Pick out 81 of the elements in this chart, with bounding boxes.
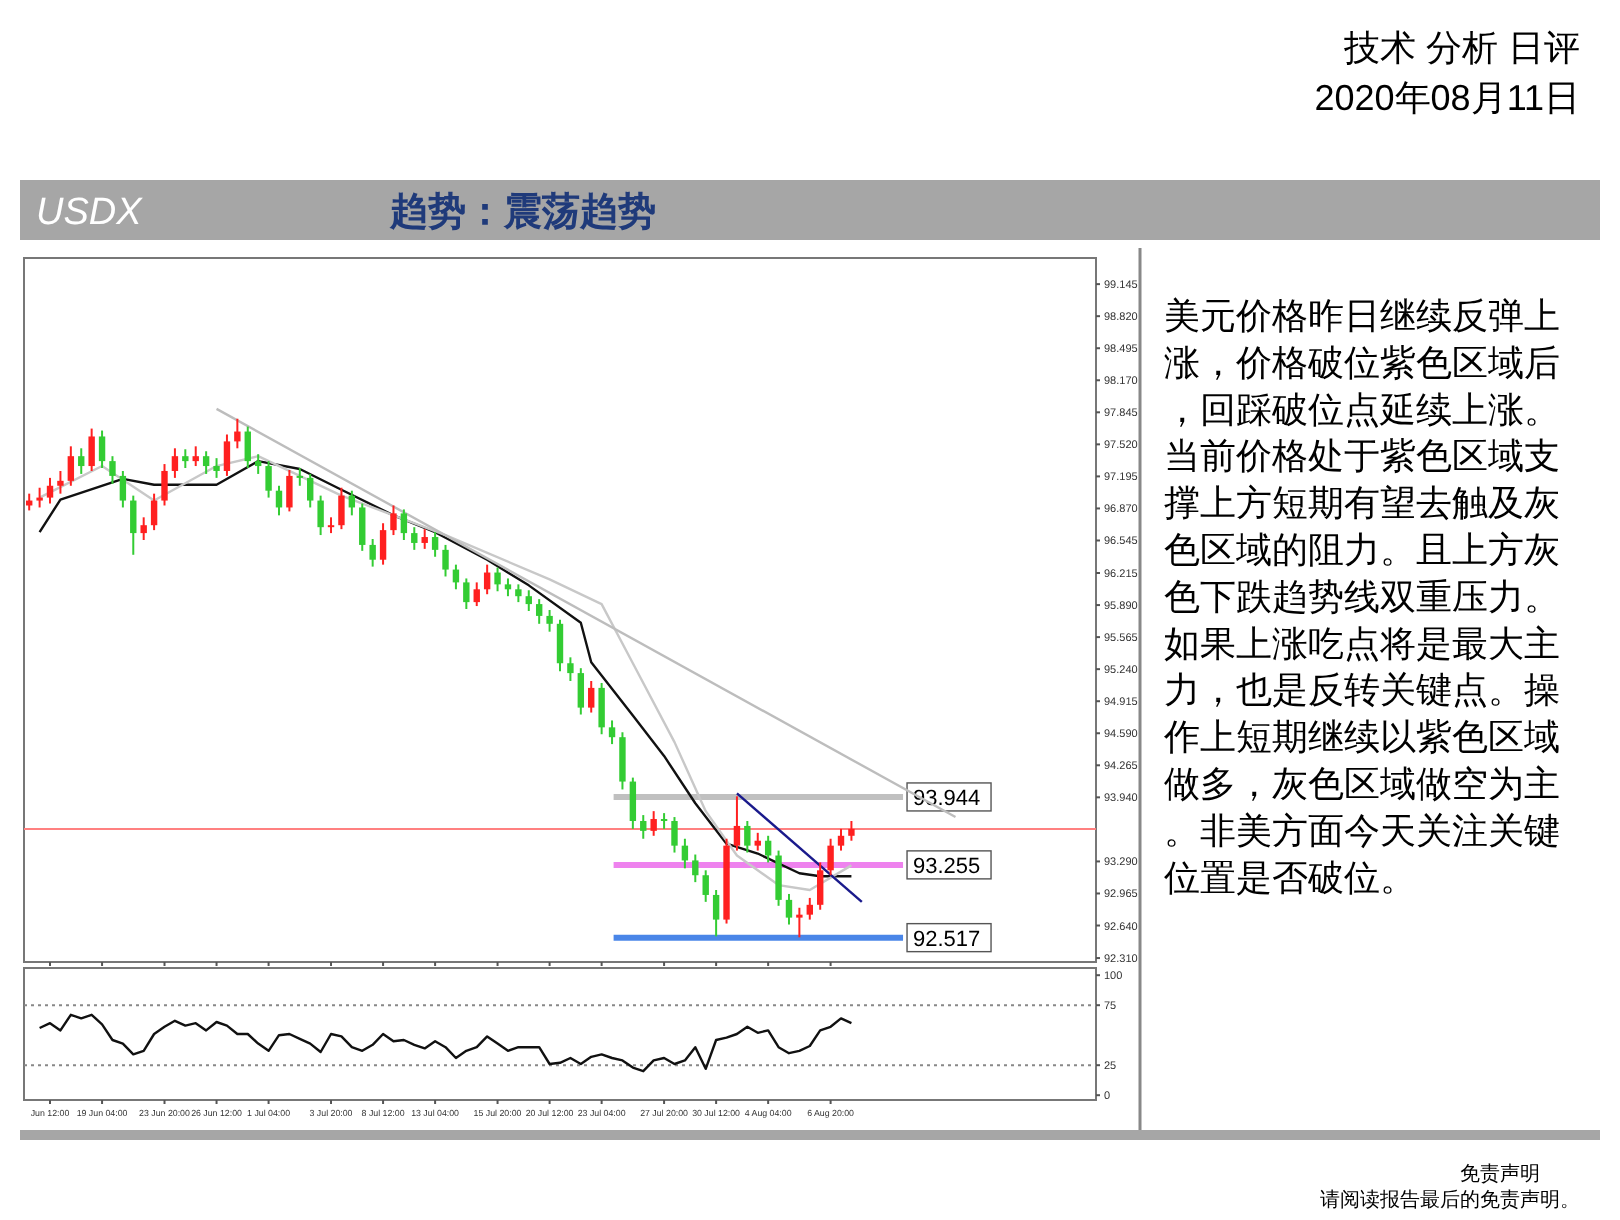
candlestick bbox=[369, 538, 376, 568]
candlestick bbox=[150, 492, 158, 532]
candlestick bbox=[411, 526, 418, 551]
candlestick bbox=[202, 450, 210, 475]
candlestick bbox=[733, 795, 741, 852]
candlestick bbox=[702, 869, 709, 903]
candlestick bbox=[577, 667, 585, 716]
chart-subtitle: 趋势：震荡趋势 bbox=[388, 190, 656, 234]
candlestick bbox=[234, 417, 241, 450]
candlestick bbox=[608, 719, 616, 746]
candlestick bbox=[275, 484, 283, 517]
ref-line-label: 92.517 bbox=[913, 927, 981, 952]
candlestick bbox=[442, 543, 449, 578]
text: 技术 分析 日评 bbox=[1341, 28, 1580, 68]
candlestick bbox=[473, 581, 480, 608]
candlestick bbox=[567, 656, 574, 682]
candlestick bbox=[182, 448, 189, 470]
text: 免责声明 bbox=[1460, 1162, 1540, 1186]
candlestick bbox=[431, 531, 439, 558]
candlestick bbox=[692, 853, 699, 884]
candlestick bbox=[400, 508, 408, 541]
candlestick bbox=[619, 731, 626, 791]
candlestick bbox=[775, 849, 782, 907]
candlestick bbox=[338, 486, 345, 531]
text: 美元价格昨日继续反弹上涨，价格破位紫色区域后，回踩破位点延续上涨。当前价格处于紫色区域支撑上方短期有望去触及灰色区域的阻力。且上方灰色下跌趋势线双重压力。如果上涨吃点将是最大主力，也是反转关键点。操作上短期继续以紫色区域做多，灰色区域做空为主。非美方面今天关注关键位置是否破位。 bbox=[1164, 296, 1560, 898]
candlestick bbox=[46, 476, 54, 505]
candlestick bbox=[78, 447, 85, 475]
candlestick bbox=[379, 522, 387, 566]
candlestick bbox=[650, 810, 657, 837]
candlestick bbox=[390, 504, 397, 537]
candlestick bbox=[494, 566, 501, 593]
candlestick bbox=[119, 469, 127, 509]
candlestick bbox=[640, 814, 647, 840]
candlestick bbox=[744, 820, 751, 854]
candlestick bbox=[421, 528, 428, 550]
candlestick bbox=[556, 618, 564, 673]
candlestick bbox=[796, 906, 803, 939]
candlestick bbox=[806, 896, 813, 921]
candlestick bbox=[317, 494, 324, 537]
candlestick bbox=[483, 563, 491, 596]
candlestick bbox=[671, 816, 678, 854]
candlestick bbox=[98, 429, 106, 470]
candlestick bbox=[598, 681, 605, 736]
candlestick bbox=[588, 679, 595, 714]
candlestick bbox=[296, 467, 304, 487]
text: 2020年08月11日 bbox=[1314, 78, 1580, 118]
ref-line-label: 93.255 bbox=[913, 854, 981, 879]
candlestick bbox=[130, 494, 137, 556]
candlestick bbox=[535, 598, 543, 625]
candlestick bbox=[171, 447, 179, 479]
candlestick bbox=[213, 457, 220, 479]
candlestick bbox=[764, 834, 772, 864]
candlestick bbox=[140, 516, 147, 541]
candlestick bbox=[463, 577, 470, 611]
candlestick bbox=[57, 469, 64, 495]
candlestick bbox=[525, 589, 532, 612]
candlestick bbox=[67, 445, 75, 487]
candlestick bbox=[109, 455, 116, 485]
candlestick bbox=[307, 472, 314, 509]
candlestick bbox=[223, 433, 231, 477]
candlestick bbox=[36, 486, 43, 509]
candlestick bbox=[785, 892, 793, 926]
chart-title: USDX bbox=[36, 192, 145, 234]
candlestick bbox=[546, 609, 553, 633]
candlestick bbox=[816, 861, 824, 911]
candlestick bbox=[837, 827, 845, 852]
candlestick bbox=[88, 427, 95, 472]
candlestick bbox=[286, 468, 293, 513]
candlestick bbox=[192, 445, 199, 468]
line-series bbox=[38, 1013, 853, 1073]
candlestick bbox=[359, 502, 366, 552]
candlestick bbox=[712, 889, 720, 938]
candlestick bbox=[254, 453, 262, 475]
candlestick bbox=[244, 425, 251, 470]
candlestick bbox=[161, 463, 168, 507]
candlestick bbox=[629, 776, 637, 830]
ref-line-label: 93.944 bbox=[913, 786, 981, 811]
candlestick bbox=[265, 460, 272, 499]
candlestick bbox=[827, 837, 834, 877]
text: 请阅读报告最后的免责声明。 bbox=[1320, 1188, 1580, 1212]
candlestick bbox=[848, 820, 855, 842]
